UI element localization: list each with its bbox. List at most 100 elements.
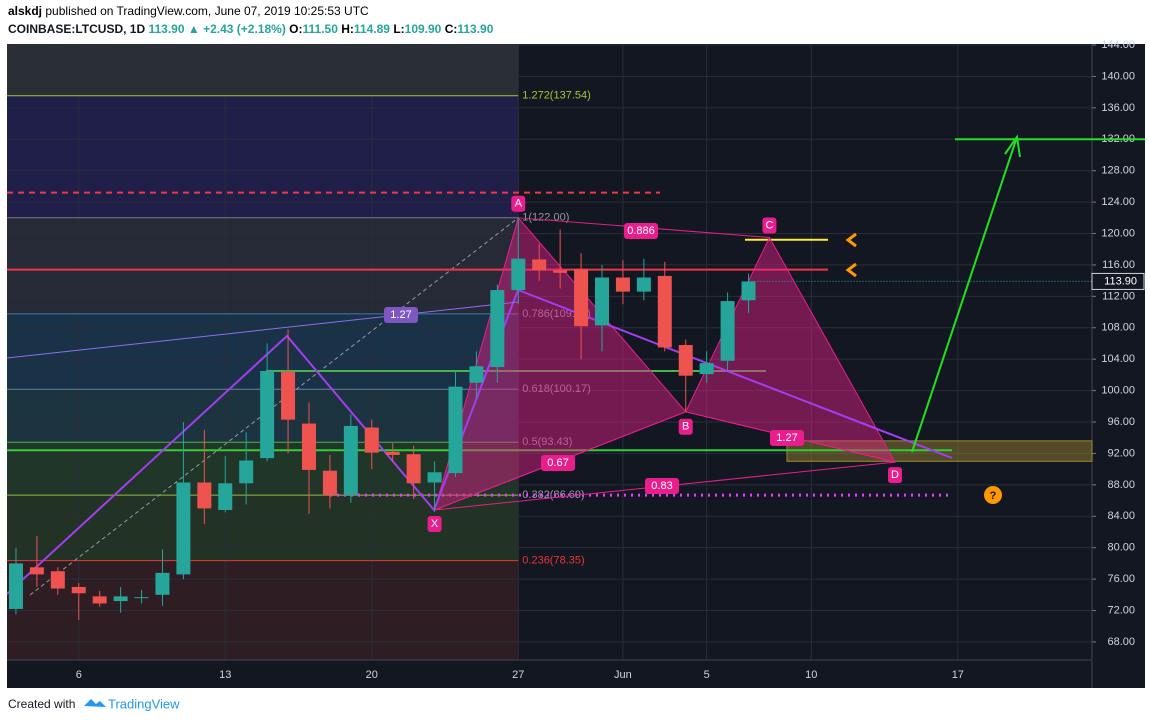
fib-label: 0.382(86.69): [522, 489, 584, 501]
fib-label: 0.5(93.43): [522, 436, 572, 448]
candle-body: [134, 597, 149, 599]
question-icon: [984, 486, 1002, 504]
candle-body: [448, 386, 463, 474]
candle-body: [657, 275, 672, 348]
point-label: C: [765, 219, 773, 231]
ohlc-l-label: L:: [393, 22, 404, 36]
y-tick-label: 116.00: [1102, 259, 1135, 271]
candle-body: [301, 423, 316, 470]
fib-trend: [29, 217, 519, 596]
ratio-label: 0.886: [627, 225, 655, 237]
x-tick-label: 5: [704, 669, 710, 681]
ratio-badge: [624, 223, 658, 239]
change: +2.43 (+2.18%): [203, 22, 286, 36]
fib-label: 1.272(137.54): [522, 90, 591, 102]
x-tick-label: 6: [76, 669, 82, 681]
x-tick-label: 13: [219, 669, 231, 681]
y-tick-label: 72.00: [1107, 604, 1135, 616]
ratio-label: 1.27: [776, 432, 797, 444]
orange-arrow: [845, 262, 857, 278]
question-mark: ?: [990, 490, 997, 502]
candle-body: [553, 270, 568, 273]
fib-zone: [7, 44, 519, 96]
point-badge: [511, 195, 526, 212]
candle-body: [239, 460, 254, 484]
arrow-head: [1004, 134, 1021, 158]
y-tick-label: 88.00: [1107, 479, 1135, 491]
candle-body: [720, 301, 735, 361]
ohlc-l: 109.90: [405, 22, 442, 36]
x-tick-label: Jun: [614, 669, 632, 681]
candle-body: [176, 482, 191, 575]
candle-body: [615, 277, 630, 292]
candle-body: [197, 482, 212, 509]
candle-body: [281, 371, 296, 420]
fib-label: 0.236(78.35): [522, 555, 584, 567]
candle-body: [532, 259, 547, 271]
y-tick-label: 80.00: [1107, 542, 1135, 554]
up-arrow: ▲: [188, 22, 200, 36]
x-tick-label: 17: [952, 669, 964, 681]
ohlc-h: 114.89: [354, 22, 390, 36]
candle-body: [636, 277, 651, 292]
point-badge: [762, 217, 777, 234]
y-tick-label: 128.00: [1101, 165, 1135, 177]
ratio-label: 0.83: [651, 480, 672, 492]
x-tick-label: 27: [512, 669, 524, 681]
y-tick-label: 76.00: [1107, 573, 1135, 585]
y-tick-label: 124.00: [1101, 196, 1135, 208]
y-tick-label: 136.00: [1101, 102, 1135, 114]
point-label: D: [891, 469, 899, 481]
header-line: alskdj published on TradingView.com, Jun…: [8, 4, 369, 18]
x-tick-label: 10: [805, 669, 817, 681]
fib-label: 1(122.00): [522, 212, 569, 224]
candle-body: [699, 363, 714, 375]
y-tick-label: 144.00: [1101, 39, 1135, 51]
point-label: X: [431, 518, 439, 530]
candle-body: [343, 425, 358, 496]
ratio-badge: [645, 478, 679, 494]
ohlc-o-label: O:: [289, 22, 302, 36]
candle-body: [29, 567, 44, 575]
fib-label: 0.618(100.17): [522, 383, 591, 395]
point-badge: [888, 467, 903, 484]
ohlc-c: 113.90: [457, 22, 493, 36]
candle-body: [574, 268, 589, 327]
symbol: COINBASE:LTCUSD, 1D: [8, 22, 145, 36]
point-badge: [678, 418, 693, 435]
candle-body: [678, 345, 693, 376]
ratio-label: 1.27: [390, 309, 411, 321]
y-tick-label: 68.00: [1107, 636, 1135, 648]
y-tick-label: 108.00: [1101, 322, 1135, 334]
candle-body: [260, 370, 275, 459]
ohlc-h-label: H:: [341, 22, 354, 36]
candle-body: [385, 451, 400, 456]
ohlc-c-label: C:: [445, 22, 458, 36]
last-price-label: 113.90: [1104, 275, 1137, 287]
projection-arrow: [911, 136, 1018, 453]
candle-body: [406, 454, 421, 484]
candle-body: [469, 366, 484, 383]
ohlc-o: 111.50: [303, 22, 339, 36]
tv-logo: [84, 699, 106, 707]
ratio-badge: [384, 307, 418, 323]
y-tick-label: 120.00: [1101, 227, 1135, 239]
y-tick-label: 96.00: [1107, 416, 1135, 428]
candle-body: [92, 596, 107, 604]
y-tick-label: 140.00: [1101, 70, 1135, 82]
candle-body: [71, 586, 86, 594]
published: published on TradingView.com, June 07, 2…: [45, 4, 369, 18]
point-label: A: [515, 198, 523, 210]
symbol-line: COINBASE:LTCUSD, 1D 113.90 ▲ +2.43 (+2.1…: [8, 22, 494, 36]
point-label: B: [682, 421, 689, 433]
footer-text: Created with: [8, 697, 75, 711]
y-tick-label: 112.00: [1102, 290, 1135, 302]
candle-body: [8, 563, 23, 609]
footer: Created with: [8, 697, 75, 711]
point-badge: [427, 515, 442, 532]
x-tick-label: 20: [366, 669, 378, 681]
ratio-badge: [541, 455, 575, 471]
author: alskdj: [8, 4, 42, 18]
candle-body: [595, 277, 610, 326]
